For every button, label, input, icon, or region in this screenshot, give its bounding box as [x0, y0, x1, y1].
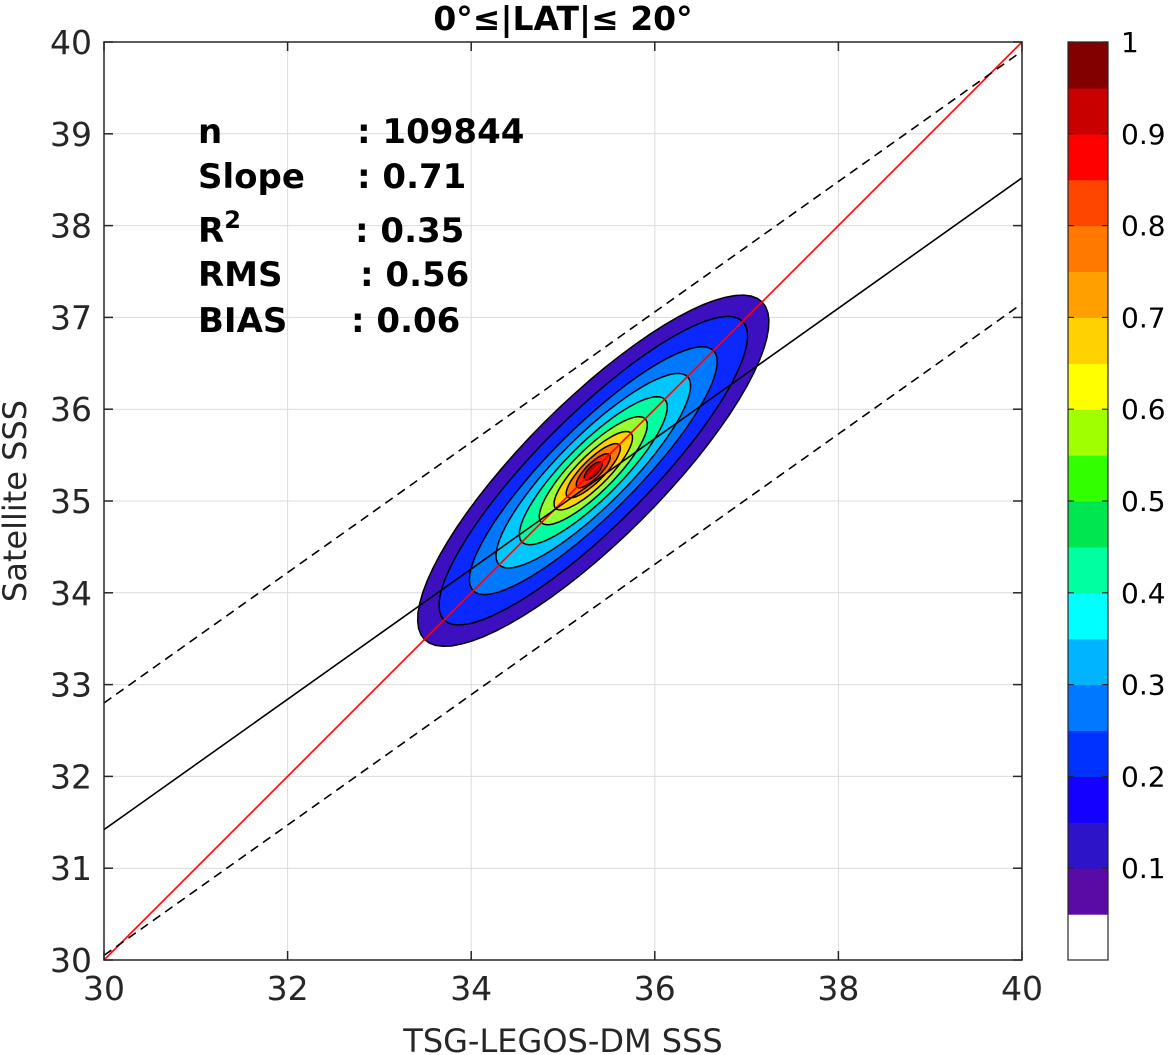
reference-lines	[104, 42, 1022, 960]
y-tick-label: 31	[50, 849, 92, 888]
y-axis-label: Satellite SSS	[0, 400, 34, 602]
x-tick-label: 34	[450, 969, 492, 1008]
colorbar-segment	[1068, 501, 1108, 548]
colorbar-segment	[1068, 42, 1108, 89]
y-tick-label: 38	[50, 207, 92, 246]
colorbar-segment	[1068, 179, 1108, 227]
colorbar-segment	[1068, 592, 1108, 640]
colorbar-tick-label: 1	[1121, 26, 1139, 59]
colorbar-segment	[1068, 133, 1108, 181]
colorbar-tick-label: 0.1	[1121, 852, 1166, 885]
colorbar-segment	[1068, 363, 1108, 410]
stat-value: : 0.56	[360, 255, 469, 295]
one-to-one-line	[104, 42, 1022, 960]
colorbar-tick-label: 0.3	[1121, 669, 1166, 702]
y-tick-label: 32	[50, 757, 92, 796]
stat-value: : 0.35	[355, 211, 464, 251]
stat-key: BIAS	[198, 301, 287, 341]
stat-key-superscript: 2	[224, 206, 241, 234]
y-tick-label: 33	[50, 666, 92, 705]
colorbar-tick-label: 0.6	[1121, 393, 1166, 426]
y-tick-label: 39	[50, 115, 92, 154]
stat-value: : 0.71	[357, 157, 466, 197]
colorbar-segment	[1068, 546, 1108, 594]
colorbar-tick-label: 0.8	[1121, 210, 1166, 243]
colorbar-segment	[1068, 87, 1108, 135]
x-tick-label: 40	[1001, 969, 1043, 1008]
stat-value: : 109844	[357, 112, 524, 152]
colorbar-tick-label: 0.5	[1121, 485, 1166, 518]
colorbar-segment	[1068, 271, 1108, 318]
colorbar-segment	[1068, 317, 1108, 364]
colorbar-segment	[1068, 776, 1108, 823]
stat-value: : 0.06	[351, 301, 460, 341]
y-tick-label: 40	[50, 23, 92, 62]
colorbar: 1 0.9 0.8 0.7 0.6 0.5 0.4 0.3 0.2 0.1	[1067, 26, 1166, 961]
y-tick-label: 36	[50, 390, 92, 429]
x-tick-label: 32	[267, 969, 309, 1008]
colorbar-tick-label: 0.4	[1121, 577, 1166, 610]
colorbar-segment	[1068, 822, 1108, 869]
colorbar-segment	[1068, 914, 1108, 961]
colorbar-segment	[1068, 684, 1108, 732]
y-tick-label: 35	[50, 482, 92, 521]
x-tick-label: 38	[817, 969, 859, 1008]
y-tick-label: 34	[50, 574, 92, 613]
axis-ticks: 30 32 34 36 38 40 30 31 32 33 34 35 36 37 38 39 40	[50, 23, 1043, 1008]
stat-key: Slope	[198, 157, 305, 197]
y-tick-label: 37	[50, 298, 92, 337]
y-tick-label: 30	[50, 941, 92, 980]
colorbar-segment	[1068, 638, 1108, 686]
colorbar-segment	[1068, 409, 1108, 456]
colorbar-segment	[1068, 455, 1108, 502]
upper-bound-line	[104, 50, 1022, 704]
regression-line	[104, 177, 1022, 831]
colorbar-tick-label: 0.7	[1121, 301, 1166, 334]
colorbar-segment	[1068, 730, 1108, 777]
chart-title: 0°≤|LAT|≤ 20°	[433, 0, 692, 38]
colorbar-tick-label: 0.9	[1121, 118, 1166, 151]
x-tick-label: 30	[83, 969, 125, 1008]
stat-key: n	[198, 112, 222, 152]
x-axis-label: TSG-LEGOS-DM SSS	[402, 1022, 722, 1055]
stats-annotation: n : 109844 Slope : 0.71 R2 : 0.35 RMS : 0.56 BIA…	[198, 112, 524, 341]
stat-key: RMS	[198, 255, 283, 295]
lower-bound-line	[104, 302, 1022, 957]
x-tick-label: 36	[634, 969, 676, 1008]
colorbar-segment	[1068, 225, 1108, 273]
stat-key: R2	[198, 206, 241, 251]
colorbar-segment	[1068, 868, 1108, 915]
colorbar-tick-label: 0.2	[1121, 760, 1166, 793]
